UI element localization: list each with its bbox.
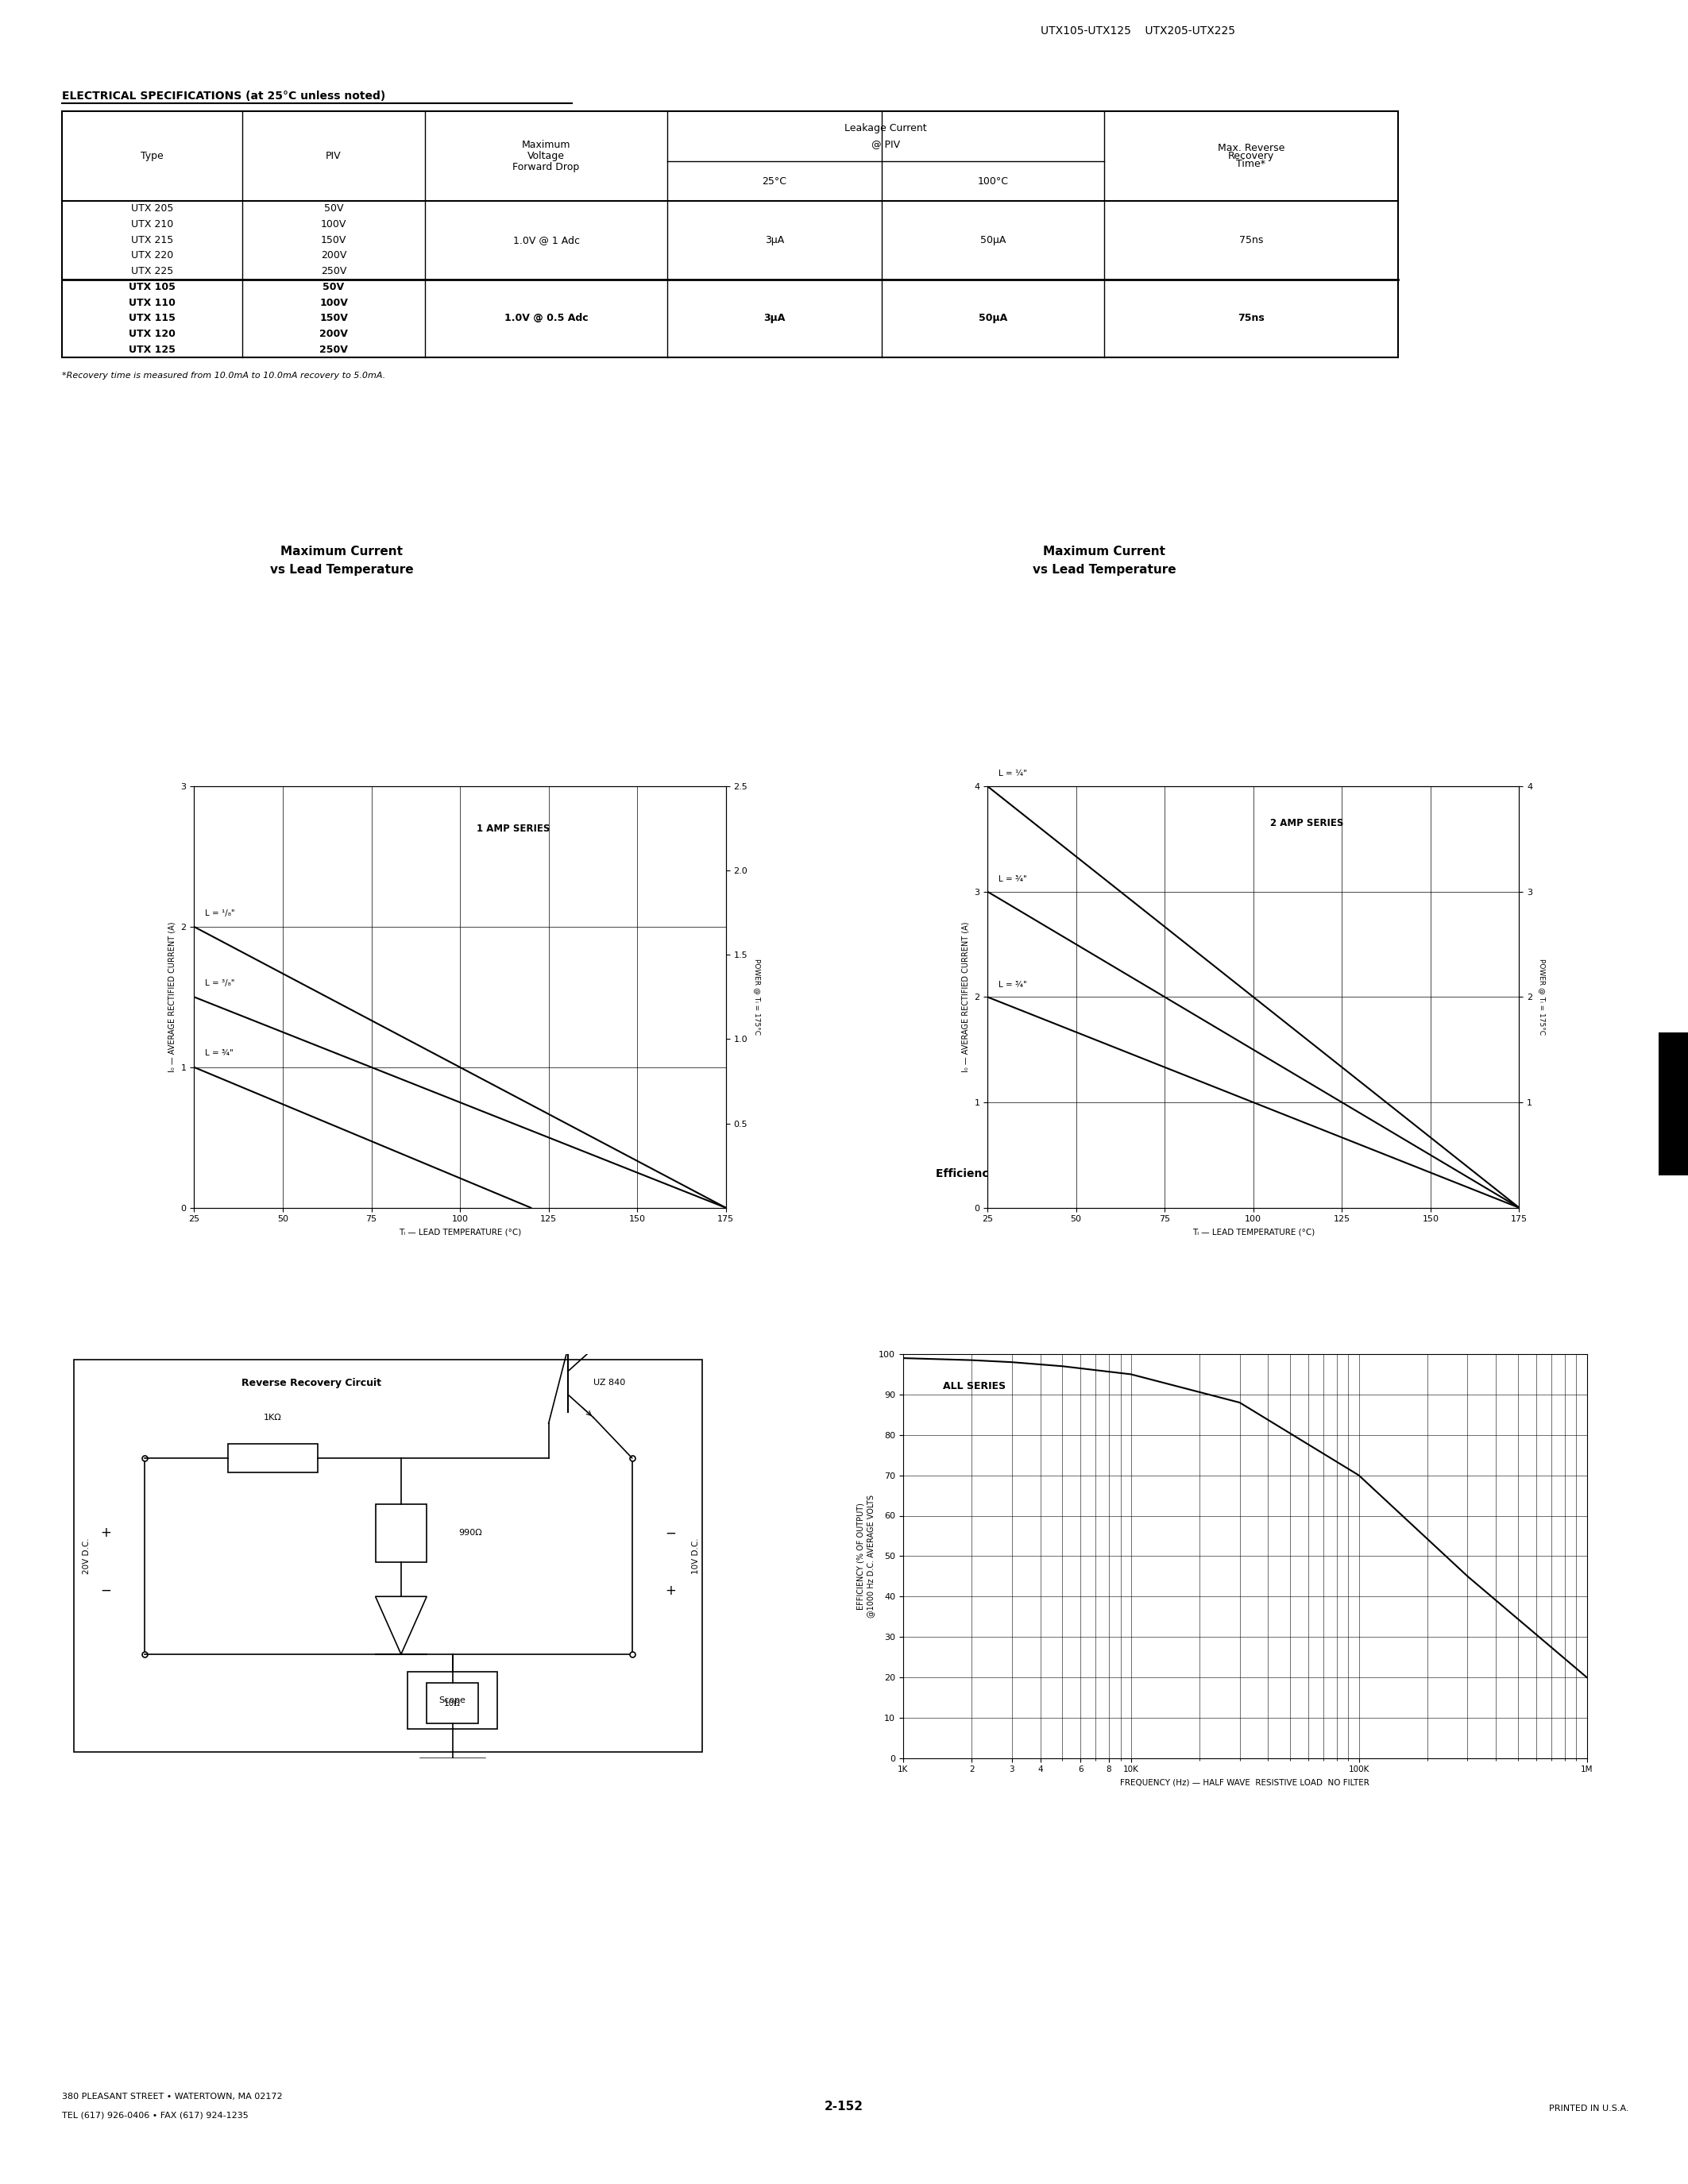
Text: L = ¾": L = ¾" [998, 981, 1026, 989]
Text: 3μA: 3μA [765, 236, 785, 245]
Text: 50V: 50V [324, 203, 343, 214]
Y-axis label: I₀ — AVERAGE RECTIFIED CURRENT (A): I₀ — AVERAGE RECTIFIED CURRENT (A) [169, 922, 176, 1072]
Text: UTX 215: UTX 215 [132, 236, 174, 245]
Text: 250V: 250V [321, 266, 346, 277]
Text: UTX105-UTX125    UTX205-UTX225: UTX105-UTX125 UTX205-UTX225 [1040, 26, 1236, 37]
Text: 250V: 250V [319, 345, 348, 354]
Text: 990Ω: 990Ω [459, 1529, 483, 1538]
Text: L = ³/₈": L = ³/₈" [204, 978, 235, 987]
Bar [407, 1671, 498, 1730]
Text: UTX 205: UTX 205 [132, 203, 174, 214]
Text: L = ¹/₈": L = ¹/₈" [204, 909, 235, 917]
Text: 50μA: 50μA [979, 312, 1008, 323]
Text: UTX 210: UTX 210 [132, 218, 174, 229]
Bar [1659, 1033, 1688, 1175]
Text: PRINTED IN U.S.A.: PRINTED IN U.S.A. [1548, 2105, 1629, 2112]
Text: Forward Drop: Forward Drop [513, 162, 579, 173]
Text: 2-152: 2-152 [824, 2101, 863, 2112]
Bar [375, 1505, 427, 1562]
Text: PIV: PIV [326, 151, 341, 162]
Text: 200V: 200V [319, 330, 348, 339]
Text: −: − [101, 1583, 111, 1599]
Text: UTX 225: UTX 225 [132, 266, 174, 277]
Text: 200V: 200V [321, 251, 346, 260]
Text: vs Lead Temperature: vs Lead Temperature [270, 563, 414, 577]
Text: 2 AMP SERIES: 2 AMP SERIES [1269, 819, 1344, 828]
Text: Maximum Current: Maximum Current [1043, 546, 1165, 557]
Text: +: + [665, 1583, 675, 1599]
Text: 1.0V @ 1 Adc: 1.0V @ 1 Adc [513, 236, 579, 245]
Text: 1 AMP SERIES: 1 AMP SERIES [476, 823, 550, 834]
Text: 150V: 150V [319, 312, 348, 323]
X-axis label: FREQUENCY (Hz) — HALF WAVE  RESISTIVE LOAD  NO FILTER: FREQUENCY (Hz) — HALF WAVE RESISTIVE LOA… [1121, 1778, 1369, 1787]
Text: 25°C: 25°C [763, 177, 787, 186]
Text: Voltage: Voltage [527, 151, 565, 162]
Text: 10Ω: 10Ω [444, 1699, 461, 1708]
Text: 100V: 100V [321, 218, 346, 229]
Text: Reverse Recovery Circuit: Reverse Recovery Circuit [241, 1378, 381, 1389]
Text: L = ¾": L = ¾" [204, 1051, 233, 1057]
Text: −: − [665, 1527, 675, 1540]
Text: Type: Type [140, 151, 164, 162]
Text: TEL (617) 926-0406 • FAX (617) 924-1235: TEL (617) 926-0406 • FAX (617) 924-1235 [62, 2112, 248, 2118]
Text: 20V D.C.: 20V D.C. [83, 1538, 91, 1575]
Text: UTX 105: UTX 105 [128, 282, 176, 293]
Text: UZ 840: UZ 840 [594, 1378, 626, 1387]
Text: Efficiency vs Frequency  at Rated Current (Sine Wave): Efficiency vs Frequency at Rated Current… [935, 1168, 1273, 1179]
Text: 3μA: 3μA [763, 312, 785, 323]
Text: Recovery: Recovery [1227, 151, 1274, 162]
Text: Leakage Current: Leakage Current [844, 122, 927, 133]
Text: 75ns: 75ns [1239, 236, 1263, 245]
Text: 50V: 50V [322, 282, 344, 293]
Text: 100°C: 100°C [977, 177, 1008, 186]
Text: 100V: 100V [319, 297, 348, 308]
Text: Time*: Time* [1236, 159, 1266, 168]
Text: Max. Reverse: Max. Reverse [1217, 142, 1285, 153]
Bar [427, 1684, 478, 1723]
Text: L = ¼": L = ¼" [998, 771, 1026, 778]
Text: 1.0V @ 0.5 Adc: 1.0V @ 0.5 Adc [505, 312, 587, 323]
X-axis label: Tₗ — LEAD TEMPERATURE (°C): Tₗ — LEAD TEMPERATURE (°C) [1192, 1227, 1315, 1236]
Text: Maximum: Maximum [522, 140, 571, 151]
Text: UTX 125: UTX 125 [128, 345, 176, 354]
Text: 10V D.C.: 10V D.C. [692, 1538, 701, 1575]
Bar [62, 111, 1398, 358]
Text: 1KΩ: 1KΩ [263, 1413, 282, 1422]
Y-axis label: POWER @ Tₗ = 175°C: POWER @ Tₗ = 175°C [1539, 959, 1546, 1035]
Text: 150V: 150V [321, 236, 346, 245]
Text: 380 PLEASANT STREET • WATERTOWN, MA 02172: 380 PLEASANT STREET • WATERTOWN, MA 0217… [62, 2092, 282, 2101]
Text: 50μA: 50μA [981, 236, 1006, 245]
Text: vs Lead Temperature: vs Lead Temperature [1033, 563, 1177, 577]
Text: 75ns: 75ns [1237, 312, 1264, 323]
X-axis label: Tₗ — LEAD TEMPERATURE (°C): Tₗ — LEAD TEMPERATURE (°C) [398, 1227, 522, 1236]
Y-axis label: POWER @ Tₗ = 175°C: POWER @ Tₗ = 175°C [755, 959, 761, 1035]
Text: L = ¾": L = ¾" [998, 876, 1026, 882]
Y-axis label: I₀ — AVERAGE RECTIFIED CURRENT (A): I₀ — AVERAGE RECTIFIED CURRENT (A) [962, 922, 969, 1072]
Text: *Recovery time is measured from 10.0mA to 10.0mA recovery to 5.0mA.: *Recovery time is measured from 10.0mA t… [62, 371, 385, 380]
Text: Maximum Current: Maximum Current [280, 546, 403, 557]
Text: +: + [101, 1527, 111, 1540]
Y-axis label: EFFICIENCY (% OF OUTPUT)
@1000 Hz D.C. AVERAGE VOLTS: EFFICIENCY (% OF OUTPUT) @1000 Hz D.C. A… [858, 1494, 874, 1618]
Text: Scope: Scope [439, 1697, 466, 1704]
Text: UTX 120: UTX 120 [128, 330, 176, 339]
Text: ELECTRICAL SPECIFICATIONS (at 25°C unless noted): ELECTRICAL SPECIFICATIONS (at 25°C unles… [62, 90, 385, 103]
Text: ALL SERIES: ALL SERIES [944, 1380, 1006, 1391]
Text: UTX 115: UTX 115 [128, 312, 176, 323]
Text: UTX 110: UTX 110 [128, 297, 176, 308]
Text: @ PIV: @ PIV [871, 140, 900, 149]
Bar [228, 1444, 317, 1472]
Text: UTX 220: UTX 220 [132, 251, 174, 260]
